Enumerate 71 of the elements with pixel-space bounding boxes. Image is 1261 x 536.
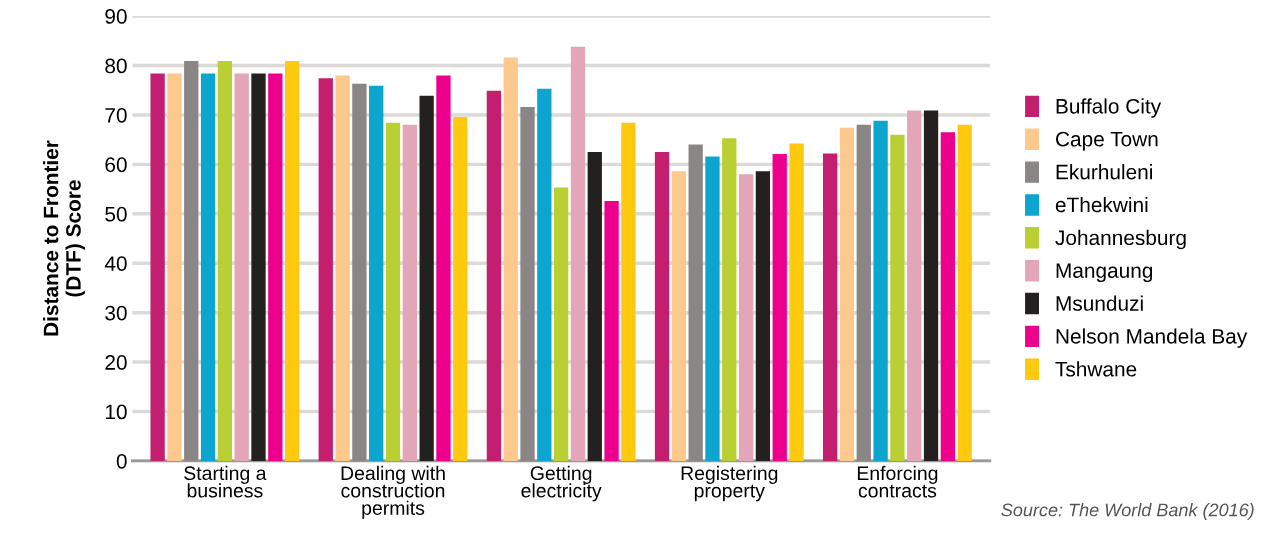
x-tick-label: Starting a business: [184, 465, 267, 498]
bar: [772, 153, 787, 461]
bar: [839, 127, 855, 461]
y-tick-label: 70: [105, 107, 127, 123]
legend-label: Cape Town: [1056, 131, 1158, 151]
bar: [907, 110, 922, 461]
y-axis-title: Distance to Frontier (DTF) Score: [43, 140, 85, 336]
bar: [369, 85, 384, 461]
legend-label: Mangaung: [1056, 263, 1153, 283]
bar: [923, 110, 939, 461]
x-tick-label: Registering property: [681, 465, 778, 502]
legend-label: Nelson Mandela Bay: [1056, 328, 1248, 348]
x-tick-label: Dealing with construction permits: [341, 465, 445, 519]
bar: [755, 171, 771, 461]
bar: [873, 120, 888, 461]
legend-label: eThekwini: [1055, 196, 1148, 213]
bar: [167, 73, 182, 461]
x-tick-label: Getting electricity: [521, 465, 602, 502]
bar: [705, 156, 720, 461]
y-tick-label: 0: [116, 453, 127, 469]
bar: [200, 73, 216, 461]
bar: [738, 174, 754, 461]
bar: [352, 83, 367, 461]
bar: [890, 134, 905, 461]
y-tick-label: 10: [105, 404, 127, 420]
bar: [453, 116, 468, 461]
bar: [722, 138, 737, 461]
bar: [436, 75, 451, 461]
bar: [554, 187, 569, 461]
legend-label: Buffalo City: [1056, 98, 1162, 118]
bar: [385, 122, 401, 461]
bar: [654, 152, 670, 461]
bar: [184, 61, 199, 461]
bar: [234, 73, 249, 461]
y-tick-label: 80: [105, 58, 127, 74]
bar: [335, 75, 350, 461]
bar: [217, 61, 233, 461]
bar: [856, 124, 871, 461]
bar: [419, 95, 434, 461]
bar: [604, 200, 619, 461]
bar: [318, 78, 333, 461]
bar: [570, 46, 586, 461]
bar: [587, 152, 602, 461]
legend-label: Tshwane: [1055, 361, 1137, 377]
y-tick-label: 20: [105, 355, 127, 370]
bar: [284, 61, 300, 461]
y-tick-label: 60: [105, 157, 127, 173]
y-tick-label: 50: [105, 206, 127, 222]
bar: [150, 73, 165, 461]
bar: [537, 88, 552, 461]
bar: [486, 90, 502, 461]
bar: [789, 143, 804, 461]
bar: [957, 124, 972, 461]
bar: [621, 122, 636, 461]
bar: [823, 153, 838, 461]
bar: [503, 57, 518, 461]
y-tick-label: 40: [104, 256, 127, 271]
y-tick-label: 30: [105, 305, 127, 321]
bar: [671, 171, 686, 461]
bar: [402, 124, 417, 461]
bar: [251, 73, 266, 461]
legend-label: Ekurhuleni: [1056, 164, 1152, 180]
y-tick-label: 90: [105, 9, 127, 24]
legend-label: Msunduzi: [1056, 295, 1143, 311]
bar: [520, 107, 535, 461]
bar: [268, 73, 283, 461]
source-note: Source: The World Bank (2016): [1001, 503, 1254, 520]
bar: [688, 144, 703, 461]
bar: [940, 132, 955, 461]
legend-label: Johannesburg: [1055, 229, 1186, 250]
x-tick-label: Enforcing contracts: [857, 465, 938, 498]
